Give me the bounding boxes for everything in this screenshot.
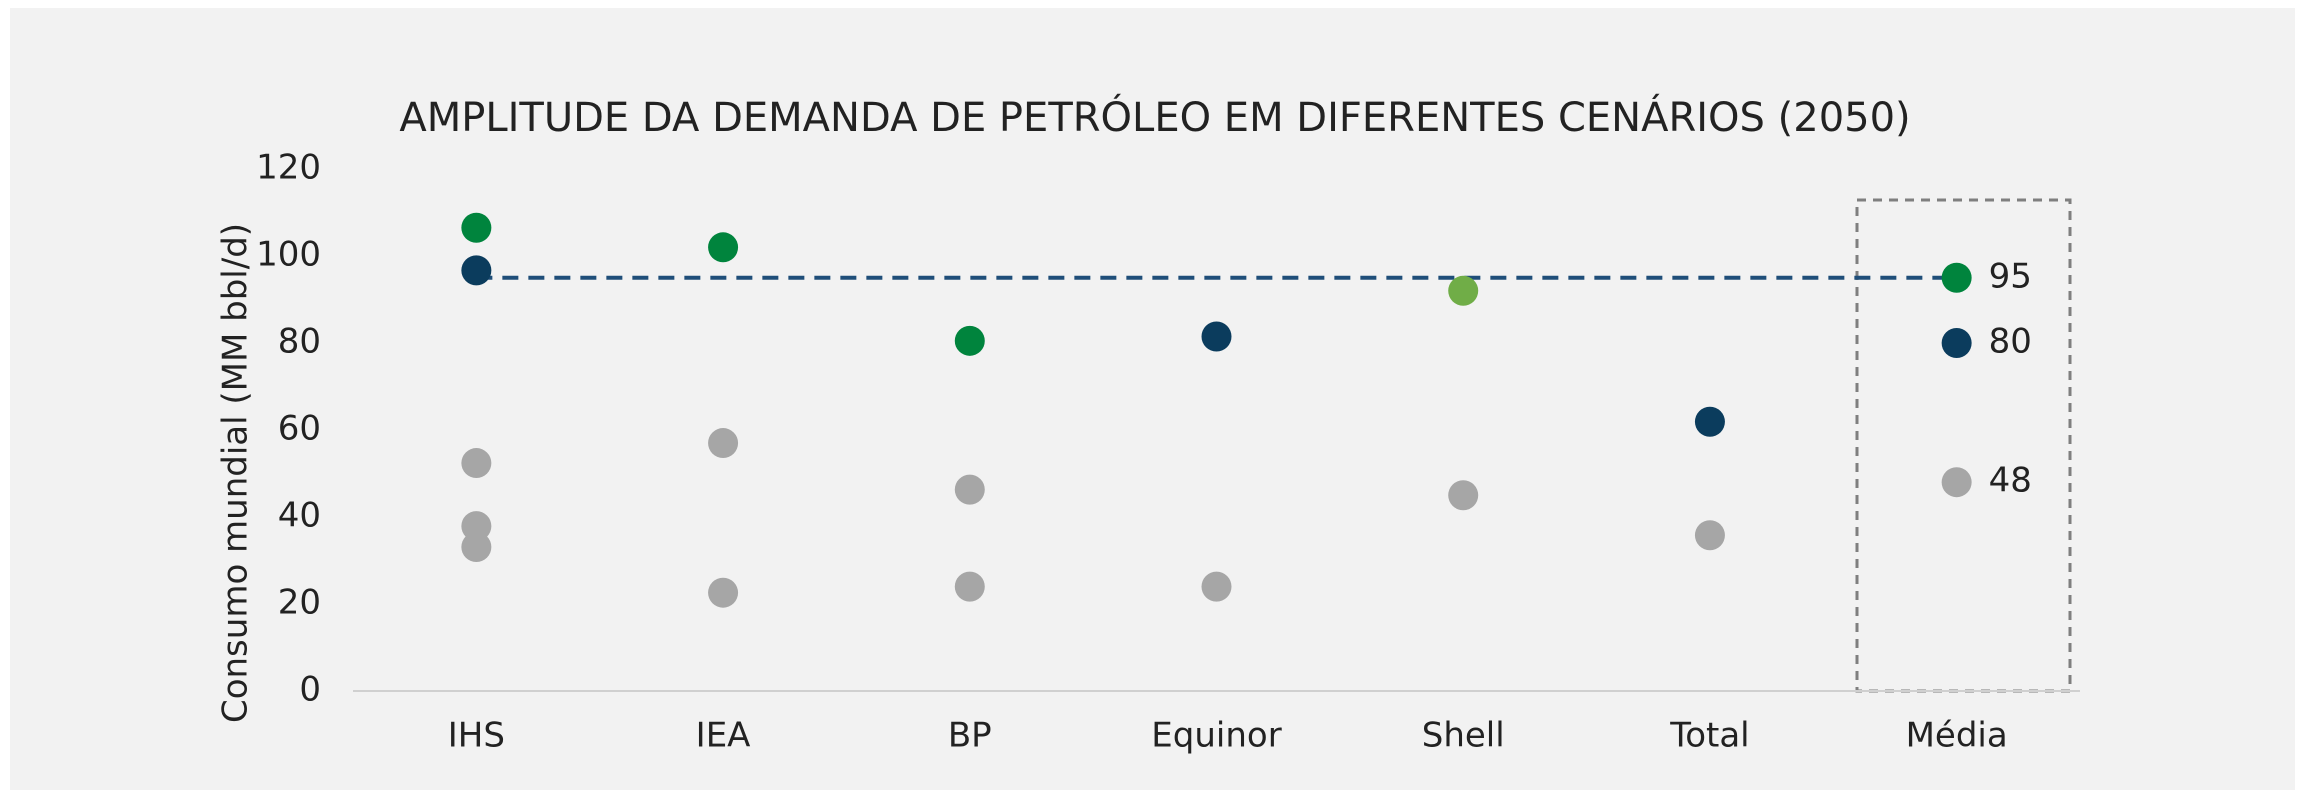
dot bbox=[1694, 520, 1725, 551]
dot bbox=[954, 325, 985, 356]
dot bbox=[1941, 262, 1972, 293]
x-tick-label: Shell bbox=[1422, 716, 1505, 756]
y-tick-label: 0 bbox=[299, 670, 321, 710]
y-axis-label: Consumo mundial (MM bbl/d) bbox=[216, 223, 256, 723]
dot bbox=[1448, 480, 1479, 511]
x-tick-label: IEA bbox=[696, 716, 751, 756]
y-tick-label: 20 bbox=[278, 583, 321, 623]
chart-title: AMPLITUDE DA DEMANDA DE PETRÓLEO EM DIFE… bbox=[399, 93, 1910, 141]
dot bbox=[708, 232, 739, 263]
value-label: 48 bbox=[1989, 461, 2032, 501]
dot bbox=[1941, 328, 1972, 358]
dot bbox=[1201, 321, 1232, 352]
x-tick-label: IHS bbox=[448, 716, 505, 756]
dot bbox=[1448, 275, 1479, 306]
value-label: 95 bbox=[1989, 256, 2032, 296]
x-tick-label: BP bbox=[948, 716, 992, 756]
dot bbox=[461, 448, 492, 479]
y-tick-label: 120 bbox=[256, 148, 321, 188]
y-tick-label: 80 bbox=[278, 322, 321, 362]
chart-background bbox=[10, 8, 2295, 790]
dot bbox=[954, 571, 985, 602]
dot bbox=[461, 532, 492, 563]
dot bbox=[708, 577, 739, 608]
y-tick-label: 60 bbox=[278, 409, 321, 449]
dot bbox=[461, 212, 492, 243]
dot bbox=[1694, 406, 1725, 437]
value-label: 80 bbox=[1989, 322, 2032, 362]
x-tick-label: Total bbox=[1669, 716, 1749, 756]
dot bbox=[461, 255, 492, 286]
dot bbox=[461, 511, 492, 542]
x-tick-label: Média bbox=[1906, 716, 2008, 756]
dot bbox=[1201, 571, 1232, 602]
dot bbox=[954, 474, 985, 505]
x-tick-label: Equinor bbox=[1151, 716, 1281, 756]
y-tick-label: 40 bbox=[278, 496, 321, 536]
dot bbox=[1941, 467, 1972, 498]
dot bbox=[708, 428, 739, 459]
y-tick-label: 100 bbox=[256, 235, 321, 275]
